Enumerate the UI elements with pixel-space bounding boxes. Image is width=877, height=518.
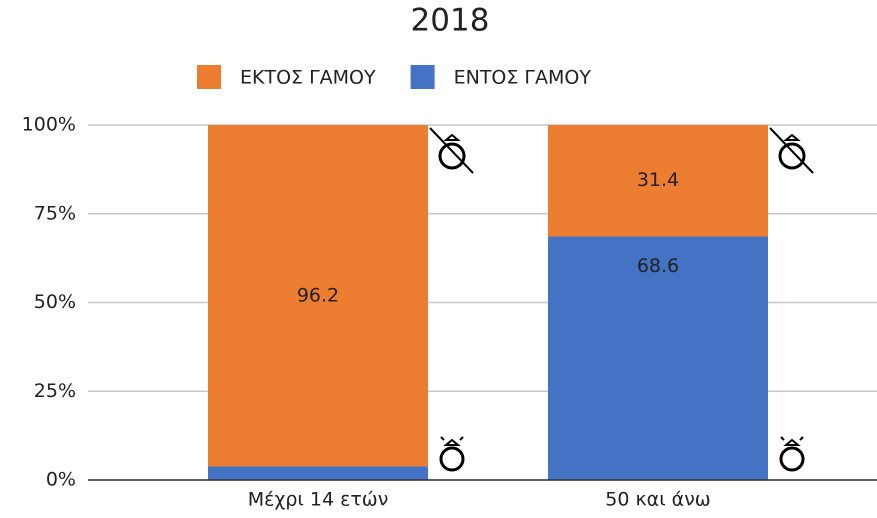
legend-swatch bbox=[410, 65, 435, 89]
y-tick-label: 0% bbox=[46, 469, 76, 491]
bar-segment bbox=[548, 125, 768, 237]
data-label: 68.6 bbox=[637, 255, 679, 277]
y-tick-label: 25% bbox=[34, 380, 76, 402]
ring-icons bbox=[429, 127, 814, 472]
ring-icon bbox=[439, 436, 465, 472]
bar-segment bbox=[548, 236, 768, 480]
bar-segment bbox=[208, 466, 428, 480]
legend-label: ΕΚΤΟΣ ΓΑΜΟΥ bbox=[240, 67, 376, 89]
x-tick-label: 50 και άνω bbox=[605, 489, 710, 511]
legend-swatch bbox=[197, 65, 221, 89]
bar-segment bbox=[208, 125, 428, 467]
chart-title: 2018 bbox=[411, 3, 490, 39]
legend-label: ΕΝΤΟΣ ΓΑΜΟΥ bbox=[454, 67, 592, 89]
y-tick-label: 50% bbox=[34, 291, 76, 313]
x-tick-label: Μέχρι 14 ετών bbox=[248, 489, 389, 511]
ring-icon bbox=[779, 436, 805, 472]
data-label: 31.4 bbox=[637, 169, 679, 191]
data-label: 96.2 bbox=[297, 284, 339, 306]
no-ring-icon bbox=[429, 127, 474, 174]
y-tick-label: 100% bbox=[22, 114, 76, 136]
no-ring-icon bbox=[769, 127, 814, 174]
y-tick-label: 75% bbox=[34, 202, 76, 224]
